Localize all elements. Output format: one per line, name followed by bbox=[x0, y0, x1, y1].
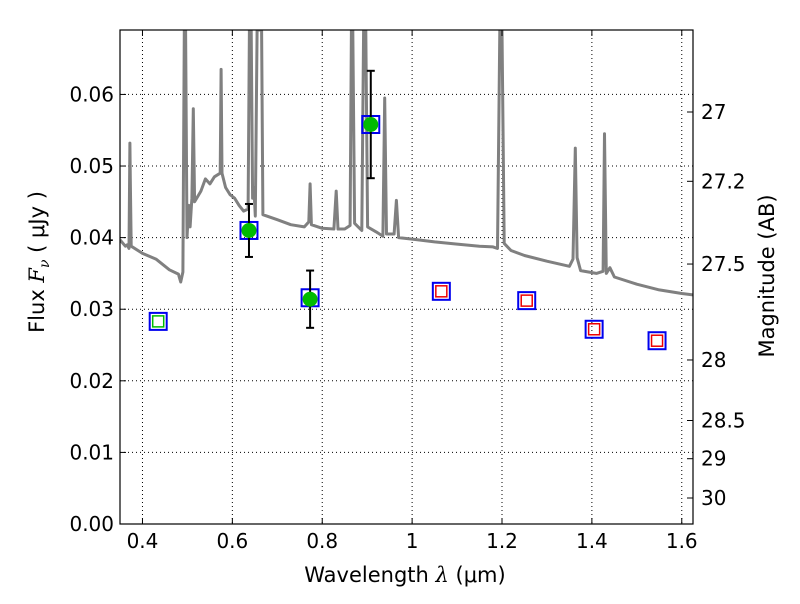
model-box-inner bbox=[520, 294, 533, 307]
model-box-inner bbox=[151, 315, 165, 328]
x-axis-label-units: (μm) bbox=[449, 563, 506, 587]
mag-tick-label: 27 bbox=[701, 100, 726, 124]
y-axis-label: Flux Fν ( μJy ) bbox=[25, 191, 53, 333]
y-tick-label: 0.00 bbox=[69, 512, 114, 536]
model-box-marker bbox=[431, 281, 451, 301]
y-axis-label-subscript: ν bbox=[37, 259, 53, 268]
model-box-inner bbox=[435, 285, 448, 298]
mag-tick-label: 29 bbox=[701, 447, 726, 471]
model-box-marker bbox=[647, 331, 667, 351]
mag-tick-label: 30 bbox=[701, 486, 726, 510]
axes: 0.4 0.6 0.8 1 1.2 1.4 1.6 0.00 0.01 0.02 0.03 0.04 0… bbox=[69, 29, 746, 553]
model-box-marker bbox=[517, 291, 537, 311]
y-tick-label: 0.05 bbox=[69, 154, 114, 178]
x-tick-label: 0.6 bbox=[216, 529, 248, 553]
observed-point bbox=[363, 117, 379, 133]
model-box-inner bbox=[650, 334, 664, 347]
x-tick-label: 1.4 bbox=[576, 529, 608, 553]
mag-tick-label: 28.5 bbox=[701, 409, 746, 433]
y-tick-label: 0.03 bbox=[69, 297, 114, 321]
y-axis-label-units: ( μJy ) bbox=[25, 191, 49, 259]
model-box-inner bbox=[587, 323, 601, 336]
x-tick-label: 0.4 bbox=[127, 529, 159, 553]
x-axis-label-text: Wavelength bbox=[304, 563, 435, 587]
y-axis-label-text: Flux bbox=[25, 283, 49, 333]
observed-point bbox=[241, 222, 257, 238]
mag-tick-label: 27.2 bbox=[701, 169, 746, 193]
model-box-marker bbox=[584, 319, 604, 339]
axes-frame bbox=[119, 29, 694, 525]
y-axis-label-symbol: F bbox=[25, 267, 49, 284]
x-tick-label: 0.8 bbox=[306, 529, 338, 553]
observed-point bbox=[302, 291, 318, 307]
y-tick-label: 0.02 bbox=[69, 369, 114, 393]
y-tick-label: 0.04 bbox=[69, 226, 114, 250]
x-axis-label-symbol: λ bbox=[435, 563, 449, 587]
mag-tick-label: 28 bbox=[701, 348, 726, 372]
model-box-marker bbox=[148, 311, 168, 331]
x-tick-label: 1 bbox=[406, 529, 419, 553]
x-axis-label: Wavelength λ (μm) bbox=[304, 563, 505, 587]
grid bbox=[120, 30, 693, 525]
mag-tick-label: 27.5 bbox=[701, 252, 746, 276]
y-tick-label: 0.01 bbox=[69, 440, 114, 464]
x-tick-label: 1.6 bbox=[666, 529, 698, 553]
plot-area bbox=[120, 30, 693, 351]
y-tick-label: 0.06 bbox=[69, 82, 114, 106]
sed-line bbox=[120, 30, 693, 297]
x-tick-label: 1.2 bbox=[486, 529, 518, 553]
right-axis-label: Magnitude (AB) bbox=[755, 194, 779, 357]
